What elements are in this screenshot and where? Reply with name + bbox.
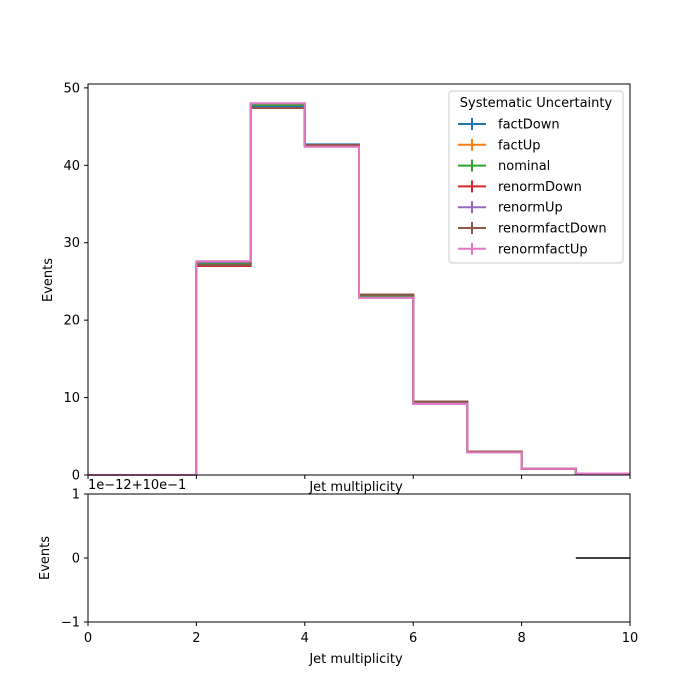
ratio-plot-area — [88, 494, 630, 622]
legend-entry-nominal: nominal — [458, 159, 550, 174]
legend-label: renormUp — [498, 201, 563, 216]
ratio-x-tick-label: 4 — [301, 631, 309, 646]
series-line-renormfactup — [88, 102, 630, 476]
ratio-panel: −1 0 1 0 2 4 6 8 10 1e−12+10e−1 Jet multiplicit… — [38, 478, 638, 667]
legend-label: renormDown — [498, 180, 582, 195]
legend-box — [448, 90, 624, 264]
ratio-x-tick-label: 2 — [192, 631, 200, 646]
ratio-x-axis-ticks: 0 2 4 6 8 10 — [84, 622, 638, 646]
legend-entry-renormfactup: renormfactUp — [458, 242, 588, 257]
legend-label: nominal — [498, 159, 550, 174]
main-y-axis-label: Events — [41, 258, 56, 302]
legend-title: Systematic Uncertainty — [460, 96, 613, 111]
y-tick-label: 30 — [63, 236, 80, 251]
ratio-x-tick-label: 10 — [622, 631, 639, 646]
legend-label: renormfactUp — [498, 242, 588, 257]
series-group — [88, 102, 630, 476]
legend-entry-factup: factUp — [458, 138, 541, 153]
ratio-x-tick-label: 6 — [409, 631, 417, 646]
y-tick-label: 40 — [63, 159, 80, 174]
legend-entries: factDown factUp nominal renormDown renormUp r… — [458, 118, 607, 257]
ratio-y-axis-label: Events — [38, 536, 53, 580]
ratio-offset-text: 1e−12+10e−1 — [88, 478, 186, 493]
ratio-y-tick-label: −1 — [61, 616, 80, 631]
y-tick-label: 10 — [63, 391, 80, 406]
y-axis-ticks: 0 10 20 30 40 50 — [63, 81, 88, 484]
main-histogram-panel: 0 10 20 30 40 50 Jet multiplicity Events Syst… — [41, 81, 631, 495]
ratio-y-axis-ticks: −1 0 1 — [61, 488, 88, 631]
legend: Systematic Uncertainty factDown factUp nom… — [448, 90, 624, 264]
y-tick-label: 20 — [63, 314, 80, 329]
legend-label: factUp — [498, 138, 541, 153]
legend-entry-renormfactdown: renormfactDown — [458, 222, 607, 237]
legend-label: factDown — [498, 118, 560, 133]
legend-entry-renormup: renormUp — [458, 201, 563, 216]
legend-label: renormfactDown — [498, 222, 607, 237]
ratio-x-tick-label: 8 — [517, 631, 525, 646]
ratio-y-tick-label: 0 — [72, 552, 80, 567]
x-axis-ticks — [87, 475, 631, 479]
legend-entry-renormdown: renormDown — [458, 180, 582, 195]
main-x-axis-label: Jet multiplicity — [308, 480, 403, 495]
y-tick-label: 0 — [72, 469, 80, 484]
y-tick-label: 50 — [63, 81, 80, 96]
legend-entry-factdown: factDown — [458, 118, 560, 133]
main-plot-frame — [87, 83, 631, 476]
ratio-y-tick-label: 1 — [72, 488, 80, 503]
ratio-x-axis-label: Jet multiplicity — [308, 652, 403, 667]
ratio-x-tick-label: 0 — [84, 631, 92, 646]
